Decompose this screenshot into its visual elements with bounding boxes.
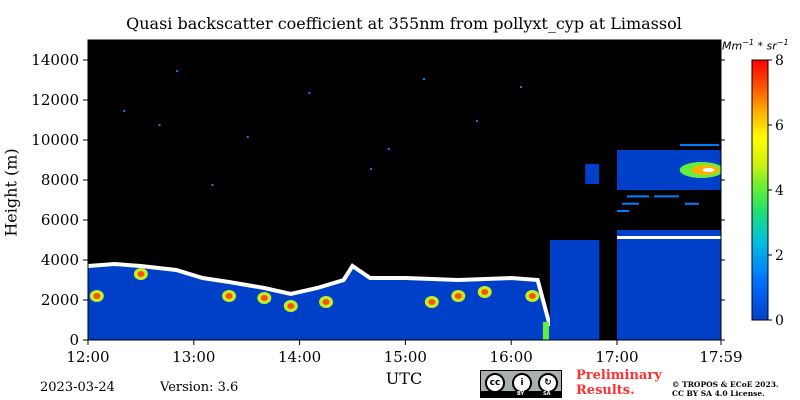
aerosol-pocket-core	[93, 293, 101, 299]
noise-dot	[423, 78, 426, 80]
surface-signal	[542, 322, 549, 340]
chart-title: Quasi backscatter coefficient at 355nm f…	[126, 14, 682, 33]
data-gap	[599, 40, 617, 340]
x-tick-label: 13:00	[172, 348, 215, 366]
aerosol-layer-saturated	[702, 168, 715, 172]
preliminary-label: Preliminary	[576, 368, 662, 383]
aerosol-pocket-core	[137, 271, 145, 277]
noise-dot	[370, 168, 373, 170]
x-tick-label: 17:59	[699, 348, 742, 366]
y-tick-label: 0	[69, 331, 79, 349]
by-icon: i	[512, 373, 532, 393]
results-label: Results.	[576, 383, 635, 398]
noise-dot	[308, 92, 311, 94]
version-label: Version: 3.6	[160, 380, 239, 395]
y-tick-label: 12000	[31, 91, 79, 109]
cloud-patch	[585, 164, 600, 184]
noise-dot	[475, 120, 478, 122]
cloud-streak	[621, 202, 639, 205]
colorbar	[751, 59, 769, 321]
noise-dot	[246, 136, 249, 138]
x-tick-label: 17:00	[595, 348, 638, 366]
x-tick-label: 14:00	[278, 348, 321, 366]
colorbar-unit: Mm−1 * sr−1	[722, 38, 789, 53]
thin-cloud-layer	[616, 236, 721, 239]
cloud-streak	[684, 202, 699, 205]
cc-icon: cc	[485, 373, 505, 393]
aerosol-pocket-core	[260, 295, 268, 301]
y-tick-label: 8000	[41, 171, 79, 189]
y-tick-label: 14000	[31, 51, 79, 69]
aerosol-pocket-core	[454, 293, 462, 299]
cc-by-sa-icon[interactable]: cc i ↻ BY SA	[480, 370, 562, 398]
copyright-note: © TROPOS & ECoE 2023. CC BY SA 4.0 Licen…	[672, 380, 779, 398]
plot-frame	[87, 39, 722, 341]
noise-dot	[211, 184, 214, 186]
x-axis-label: UTC	[385, 369, 423, 388]
y-tick-label: 2000	[41, 291, 79, 309]
x-tick-label: 16:00	[490, 348, 533, 366]
cloud-streak	[653, 195, 679, 198]
y-tick-label: 6000	[41, 211, 79, 229]
aerosol-pocket-core	[528, 293, 536, 299]
aerosol-pocket-core	[322, 299, 330, 305]
x-tick-label: 15:00	[384, 348, 427, 366]
late-column-signal	[549, 240, 721, 340]
date-label: 2023-03-24	[40, 380, 115, 395]
aerosol-pocket-core	[428, 299, 436, 305]
noise-dot	[519, 86, 522, 88]
license-band: BY SA	[481, 391, 561, 397]
cloud-streak	[626, 195, 649, 198]
colorbar-tick-label: 8	[775, 53, 784, 69]
aerosol-pocket-core	[225, 293, 233, 299]
colorbar-tick-label: 4	[775, 183, 784, 199]
preliminary-results-note: Preliminary Results.	[576, 368, 662, 398]
noise-dot	[387, 148, 390, 150]
x-tick-label: 12:00	[66, 348, 109, 366]
boundary-layer	[88, 264, 550, 340]
cloud-streak	[679, 144, 719, 147]
y-tick-label: 4000	[41, 251, 79, 269]
colorbar-tick-label: 0	[775, 313, 784, 329]
noise-dot	[123, 110, 126, 112]
colorbar-tick-label: 6	[775, 118, 784, 134]
sa-icon: ↻	[538, 373, 558, 393]
y-tick-label: 10000	[31, 131, 79, 149]
cloud-streak	[616, 210, 629, 212]
noise-dot	[158, 124, 161, 126]
noise-dot	[176, 70, 179, 72]
colorbar-tick-label: 2	[775, 248, 784, 264]
boundary-layer-top	[88, 261, 552, 327]
aerosol-pocket-core	[481, 289, 489, 295]
aerosol-pocket-core	[287, 303, 295, 309]
